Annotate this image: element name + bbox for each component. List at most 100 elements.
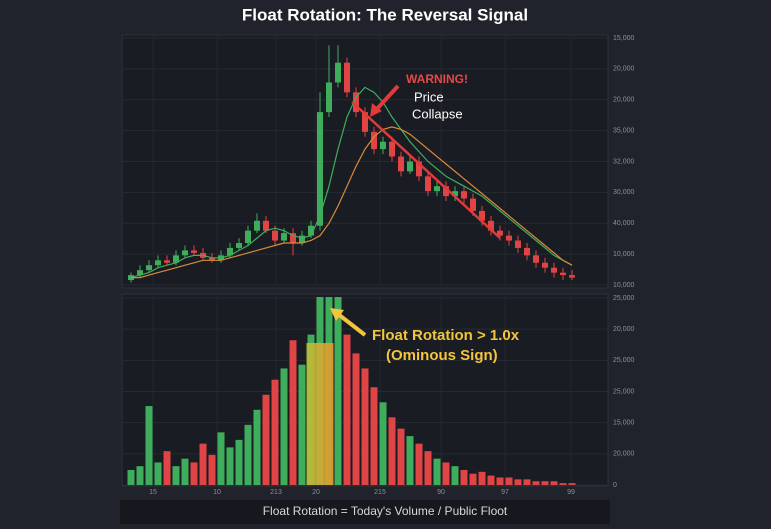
x-tick-label: 99	[567, 489, 575, 496]
trend-line	[351, 101, 501, 239]
volume-bar	[190, 462, 198, 485]
moving-average	[131, 126, 573, 279]
volume-bar	[460, 469, 468, 485]
candle-body	[506, 235, 512, 241]
y-tick-label: 20,000	[613, 326, 635, 333]
volume-bar	[253, 409, 261, 485]
volume-bar	[406, 436, 414, 485]
candle-body	[290, 233, 296, 244]
volume-bar	[235, 439, 243, 485]
x-tick-label: 90	[437, 489, 445, 496]
y-tick-label: 25,000	[613, 388, 635, 395]
candle-body	[569, 275, 575, 278]
candle-body	[155, 260, 161, 266]
annotation: (Ominous Sign)	[386, 347, 498, 364]
volume-bar	[451, 466, 459, 485]
y-tick-label: 40,000	[613, 220, 635, 227]
candle-body	[299, 235, 305, 244]
candle-body	[371, 131, 377, 150]
chart-title: Float Rotation: The Reversal Signal	[242, 5, 528, 24]
y-tick-label: 32,000	[613, 158, 635, 165]
volume-bar	[298, 364, 306, 485]
candle-body	[317, 112, 323, 226]
volume-bar	[442, 462, 450, 485]
volume-bar	[388, 417, 396, 485]
warning-arrow	[374, 84, 400, 112]
volume-bar	[208, 454, 216, 485]
candle-body	[452, 191, 458, 197]
annotation: Price	[414, 89, 444, 104]
candle-body	[308, 225, 314, 236]
candle-body	[173, 255, 179, 263]
candle-body	[389, 141, 395, 157]
candle-body	[515, 240, 521, 248]
rotation-highlight	[306, 343, 334, 485]
candle-body	[137, 270, 143, 276]
candle-body	[191, 250, 197, 253]
candle-body	[533, 255, 539, 263]
x-tick-label: 97	[501, 489, 509, 496]
volume-bar	[136, 466, 144, 485]
candle-body	[245, 230, 251, 244]
x-tick-label: 20	[312, 489, 320, 496]
candle-body	[335, 62, 341, 83]
y-tick-label: 15,000	[613, 420, 635, 427]
candle-body	[263, 220, 269, 231]
volume-bar	[163, 451, 171, 485]
volume-bar	[433, 458, 441, 485]
candle-body	[380, 141, 386, 150]
volume-bar	[172, 466, 180, 485]
rotation-arrow	[336, 312, 367, 337]
candle-body	[146, 265, 152, 271]
candle-body	[542, 262, 548, 268]
volume-bar	[199, 443, 207, 485]
candle-body	[344, 62, 350, 93]
candle-body	[461, 191, 467, 199]
candle-body	[425, 176, 431, 192]
candle-body	[353, 92, 359, 113]
volume-bar	[262, 394, 270, 485]
volume-bar	[226, 447, 234, 485]
y-tick-label: 25,000	[613, 357, 635, 364]
volume-bar	[370, 387, 378, 485]
x-tick-label: 10	[213, 489, 221, 496]
volume-bar	[505, 477, 513, 485]
y-tick-label: 20,000	[613, 97, 635, 104]
y-tick-label: 20,000	[613, 66, 635, 73]
candle-body	[443, 186, 449, 197]
candle-body	[524, 247, 530, 256]
candle-body	[416, 161, 422, 177]
volume-bar	[559, 483, 567, 485]
volume-bar	[397, 428, 405, 485]
annotation: Float Rotation > 1.0x	[372, 327, 520, 344]
candle-body	[272, 230, 278, 241]
volume-bar	[415, 443, 423, 485]
candle-body	[227, 247, 233, 256]
candle-body	[434, 186, 440, 192]
candle-body	[254, 220, 260, 231]
volume-bar	[217, 432, 225, 485]
candle-body	[407, 161, 413, 172]
candle-body	[362, 112, 368, 132]
candle-body	[551, 267, 557, 273]
y-tick-label: 25,000	[613, 295, 635, 302]
candle-body	[236, 243, 242, 248]
moving-average	[130, 86, 573, 279]
volume-bar	[280, 368, 288, 485]
candle-body	[560, 272, 566, 276]
candle-body	[488, 220, 494, 231]
volume-bar	[496, 477, 504, 485]
volume-bar	[154, 462, 162, 485]
volume-bar	[343, 334, 351, 485]
y-tick-label: 10,000	[613, 282, 635, 289]
volume-bar	[127, 469, 135, 485]
footer: Float Rotation = Today's Volume / Public…	[263, 504, 508, 518]
y-tick-label: 0	[613, 482, 617, 489]
volume-bar	[334, 297, 342, 485]
volume-bar	[478, 471, 486, 485]
rotation-arrowhead	[330, 308, 344, 321]
candle-body	[398, 156, 404, 172]
candle-body	[497, 230, 503, 236]
volume-bar	[379, 402, 387, 485]
